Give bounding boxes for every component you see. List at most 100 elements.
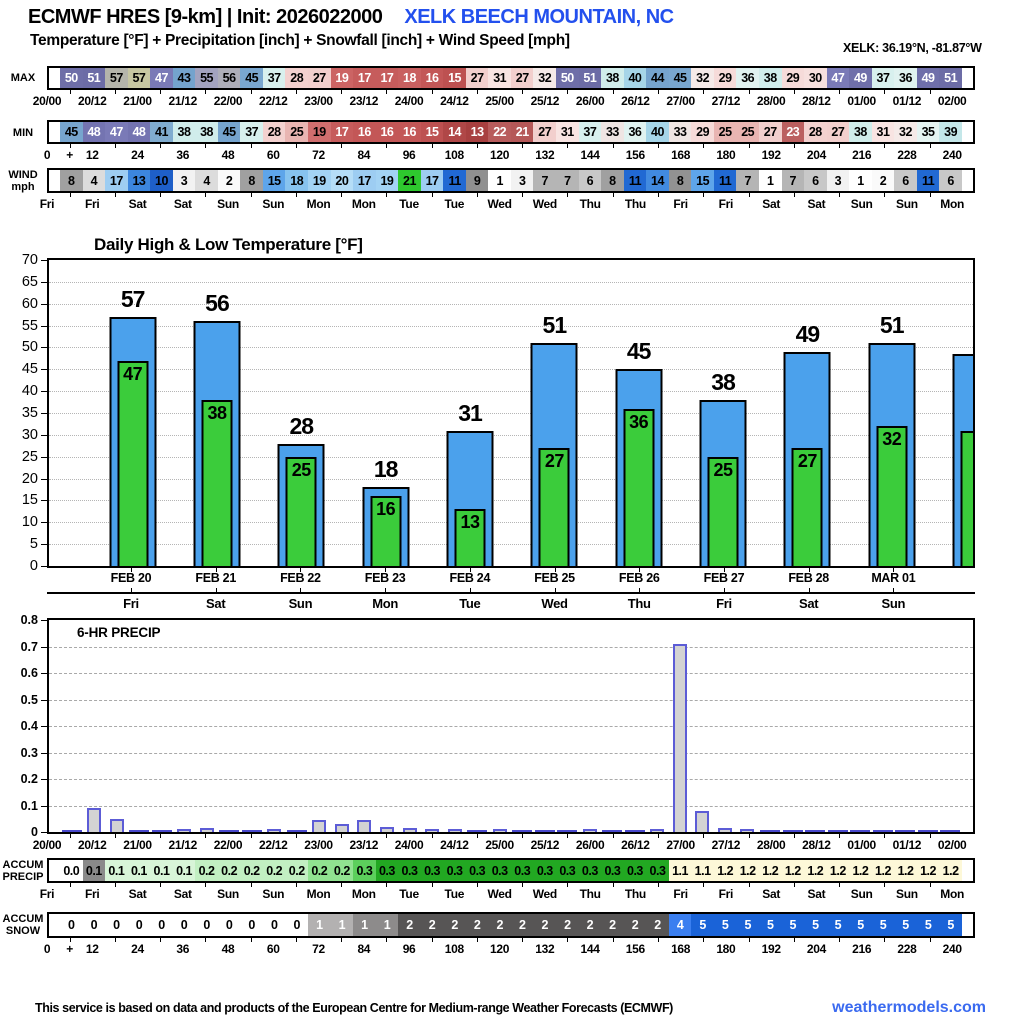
accum-precip-ticks bbox=[47, 883, 975, 888]
max-cell: 19 bbox=[330, 68, 354, 88]
wind-cell: 6 bbox=[578, 170, 602, 191]
weekday-label: Sat bbox=[206, 596, 226, 611]
max-row-label: MAX bbox=[10, 72, 36, 84]
high-value-label: 57 bbox=[120, 285, 146, 312]
precip-zero-mark bbox=[512, 830, 533, 832]
accum-snow-cell: 2 bbox=[601, 914, 624, 936]
time-axis-label: 24/12 bbox=[440, 838, 469, 852]
y-axis-label: 0.2 bbox=[20, 772, 38, 786]
weekday-axis-label: Tue bbox=[444, 197, 465, 211]
y-axis-tick bbox=[41, 434, 47, 436]
axis-tick bbox=[341, 883, 343, 887]
brand-link[interactable]: weathermodels.com bbox=[832, 999, 986, 1016]
max-cell: 32 bbox=[691, 68, 714, 88]
wind-cell: 17 bbox=[353, 170, 376, 191]
wind-cell: 7 bbox=[533, 170, 557, 191]
time-axis-label: 20/12 bbox=[77, 838, 107, 852]
low-value-label: 16 bbox=[376, 499, 396, 520]
max-cell: 57 bbox=[105, 68, 128, 88]
time-axis-label: 27/00 bbox=[666, 94, 695, 108]
accum-snow-cell: 1 bbox=[375, 914, 399, 936]
axis-tick bbox=[476, 193, 478, 197]
axis-tick bbox=[567, 883, 569, 887]
min-row-label: MIN bbox=[12, 127, 34, 139]
axis-tick bbox=[748, 193, 750, 197]
axis-tick bbox=[657, 144, 659, 148]
y-axis-label: 0.3 bbox=[20, 745, 38, 760]
max-cell: 18 bbox=[398, 68, 421, 88]
accum-precip-cell: 0.3 bbox=[398, 860, 421, 881]
axis-tick bbox=[385, 568, 387, 572]
y-axis-tick bbox=[41, 281, 47, 283]
axis-tick bbox=[657, 938, 659, 942]
axis-tick bbox=[295, 90, 297, 94]
weekday-axis-label: Fri bbox=[39, 197, 55, 211]
wind-cell: 7 bbox=[781, 170, 805, 191]
max-cell: 55 bbox=[195, 68, 218, 88]
accum-precip-label-line1: ACCUM bbox=[2, 859, 44, 871]
y-axis-tick bbox=[41, 566, 47, 567]
time-axis-label: 22/12 bbox=[259, 838, 288, 852]
weekday-label: Tue bbox=[459, 596, 481, 611]
axis-tick bbox=[205, 193, 207, 197]
axis-tick bbox=[748, 834, 750, 838]
max-cell: 45 bbox=[668, 68, 692, 88]
wind-trail-pad bbox=[961, 170, 973, 191]
axis-tick bbox=[386, 90, 388, 94]
max-cell: 51 bbox=[578, 68, 602, 88]
weekday-axis-label: Sat bbox=[807, 197, 826, 211]
accum-precip-cell: 0.0 bbox=[60, 860, 83, 881]
axis-tick bbox=[703, 193, 705, 197]
precip-zero-mark bbox=[850, 830, 871, 832]
accum-precip-cell: 0.1 bbox=[127, 860, 151, 881]
y-axis-tick bbox=[41, 752, 47, 754]
hour-axis-label: 144 bbox=[580, 148, 600, 162]
min-strip-ticks bbox=[47, 144, 975, 149]
min-lead-pad bbox=[49, 122, 60, 142]
y-axis-label: 65 bbox=[21, 273, 38, 290]
axis-tick bbox=[160, 938, 162, 942]
high-value-label: 31 bbox=[458, 399, 483, 426]
max-cell: 27 bbox=[465, 68, 489, 88]
accum-snow-cell: 0 bbox=[240, 914, 263, 936]
precip-zero-mark bbox=[241, 830, 262, 832]
accum-precip-cell: 0.1 bbox=[105, 860, 128, 881]
weekday-axis-label: Fri bbox=[85, 887, 100, 901]
precip-y-axis-labels: 0 0.1 0.2 0.3 0.4 0.5 0.6 0.7 0.8 bbox=[0, 613, 43, 839]
gridline bbox=[49, 434, 973, 436]
accum-precip-cell: 1.2 bbox=[804, 860, 827, 881]
accum-precip-cell: 1.2 bbox=[713, 860, 737, 881]
axis-tick bbox=[612, 883, 614, 887]
y-axis-label: 15 bbox=[21, 492, 38, 509]
time-axis-label: 02/00 bbox=[937, 838, 967, 852]
axis-tick bbox=[567, 834, 569, 838]
axis-tick bbox=[793, 144, 795, 148]
accum-precip-cell: 0.1 bbox=[82, 860, 106, 881]
accum-snow-cell: 0 bbox=[105, 914, 128, 936]
axis-tick bbox=[567, 193, 569, 197]
axis-tick bbox=[893, 568, 895, 572]
weekday-axis-label: Sun bbox=[217, 887, 239, 901]
low-bar bbox=[370, 496, 402, 566]
axis-tick bbox=[839, 834, 841, 838]
min-cell: 36 bbox=[623, 122, 647, 142]
hour-axis-label: 24 bbox=[131, 942, 144, 956]
max-cell: 51 bbox=[939, 68, 962, 88]
time-axis-label: 25/00 bbox=[485, 94, 514, 108]
wind-cell: 6 bbox=[894, 170, 917, 191]
min-cell: 47 bbox=[105, 122, 128, 142]
accum-snow-cell: 1 bbox=[330, 914, 354, 936]
accum-snow-cell: 4 bbox=[668, 914, 692, 936]
accum-snow-cell: 0 bbox=[217, 914, 241, 936]
hour-axis-label: 60 bbox=[266, 148, 280, 162]
wind-cell: 19 bbox=[375, 170, 399, 191]
precip-zero-mark bbox=[940, 830, 961, 832]
hour-axis-label: 180 bbox=[716, 942, 736, 956]
max-cell: 50 bbox=[60, 68, 83, 88]
weekday-axis-label: Sun bbox=[262, 887, 285, 901]
precip-zero-mark bbox=[782, 830, 803, 832]
precip-zero-mark bbox=[805, 830, 826, 832]
time-axis-label: 27/12 bbox=[711, 838, 741, 852]
accum-precip-label-line2: PRECIP bbox=[2, 871, 44, 883]
accum-precip-cell: 0.2 bbox=[195, 860, 218, 881]
